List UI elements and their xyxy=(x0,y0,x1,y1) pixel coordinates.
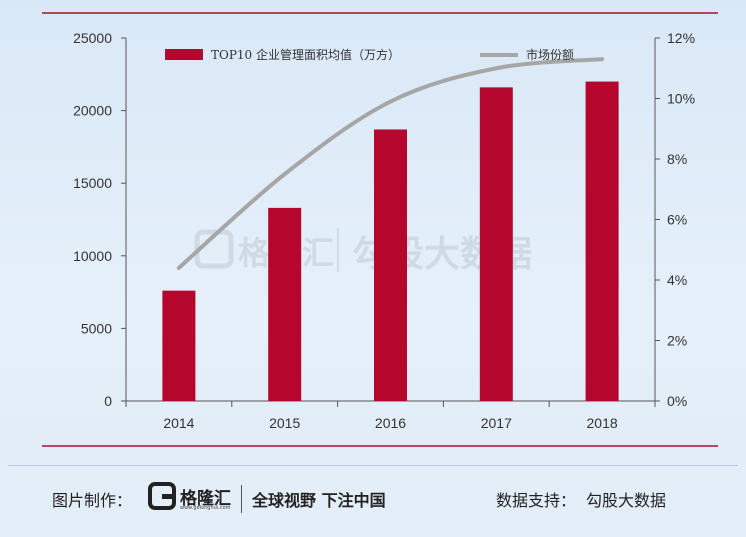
slogan: 全球视野 下注中国 xyxy=(252,491,386,510)
y-right-tick-label: 6% xyxy=(667,212,687,228)
source-credit: 数据支持： 勾股大数据 xyxy=(496,487,666,511)
y-right-tick-label: 12% xyxy=(667,30,695,46)
y-right-tick-label: 2% xyxy=(667,333,687,349)
legend-label-line: 市场份额 xyxy=(526,47,574,62)
bar-2014 xyxy=(162,290,196,401)
y-left-tick-label: 5000 xyxy=(81,320,112,336)
line-series xyxy=(176,57,605,270)
footer: 图片制作： 格隆汇 www.gelonghui.com 全球视野 下注中国 数据… xyxy=(0,465,746,537)
y-right-tick-label: 4% xyxy=(667,272,687,288)
y-right-tick-label: 8% xyxy=(667,151,687,167)
logo-url: www.gelonghui.com xyxy=(180,505,231,511)
y-left-tick-label: 15000 xyxy=(73,175,112,191)
made-by-label: 图片制作： xyxy=(52,491,133,510)
x-tick-labels: 2014 2015 2016 2017 2018 xyxy=(163,415,618,431)
y-right-tick-label: 0% xyxy=(667,393,687,409)
footer-divider xyxy=(8,465,738,466)
bar-2015 xyxy=(268,207,302,401)
axes: 0 5000 10000 15000 20000 25000 0% 2% 4% 6% 8% 10% 12… xyxy=(73,30,695,409)
bar-2016 xyxy=(374,129,407,401)
x-tick-label-2017: 2017 xyxy=(481,415,512,431)
y-left-tick-label: 0 xyxy=(104,393,112,409)
gelonghui-logo-icon xyxy=(148,482,176,510)
source-name: 勾股大数据 xyxy=(586,491,667,510)
legend-label-bar: TOP10 企业管理面积均值（万方） xyxy=(211,47,400,62)
x-tick-label-2015: 2015 xyxy=(269,415,300,431)
chart: 格隆汇 勾股大数据 05000100001500020000250000%2%4… xyxy=(42,12,718,447)
legend: TOP10 企业管理面积均值（万方） 市场份额 xyxy=(165,47,574,62)
x-tick-label-2014: 2014 xyxy=(163,415,194,431)
y-left-tick-label: 10000 xyxy=(73,248,112,264)
logo-name: 格隆汇 xyxy=(180,489,231,509)
bar-2017 xyxy=(479,87,513,402)
y-right-tick-label: 10% xyxy=(667,91,695,107)
bars xyxy=(162,81,619,402)
logo-separator xyxy=(241,485,242,513)
x-tick-label-2016: 2016 xyxy=(375,415,406,431)
y-left-tick-label: 25000 xyxy=(73,30,112,46)
legend-swatch-bar xyxy=(165,49,203,60)
source-label: 数据支持： xyxy=(496,491,577,510)
bar-2018 xyxy=(585,81,619,401)
x-tick-label-2018: 2018 xyxy=(587,415,618,431)
market-share-line xyxy=(176,57,605,270)
y-left-tick-label: 20000 xyxy=(73,103,112,119)
